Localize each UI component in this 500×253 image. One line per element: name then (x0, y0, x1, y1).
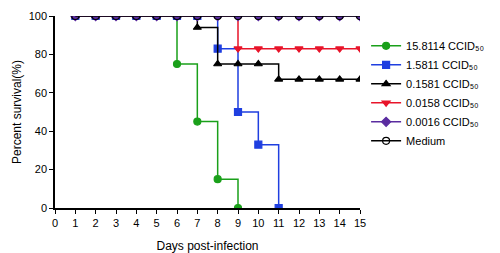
svg-text:Medium: Medium (406, 135, 445, 147)
svg-text:2: 2 (93, 217, 99, 229)
svg-text:Days post-infection: Days post-infection (156, 239, 258, 253)
svg-text:0.1581 CCID₅₀: 0.1581 CCID₅₀ (406, 78, 479, 90)
svg-text:11: 11 (273, 217, 284, 229)
svg-text:15: 15 (354, 217, 366, 229)
svg-text:3: 3 (113, 217, 119, 229)
svg-text:13: 13 (313, 217, 325, 229)
svg-text:0: 0 (41, 202, 47, 214)
svg-text:80: 80 (35, 48, 47, 60)
svg-text:4: 4 (133, 217, 139, 229)
svg-text:60: 60 (35, 87, 47, 99)
svg-text:0.0158 CCID₅₀: 0.0158 CCID₅₀ (406, 97, 479, 109)
svg-text:Percent survival(%): Percent survival(%) (10, 60, 24, 164)
svg-text:10: 10 (252, 217, 264, 229)
svg-text:15.8114 CCID₅₀: 15.8114 CCID₅₀ (406, 40, 484, 52)
svg-text:1: 1 (72, 217, 78, 229)
svg-text:6: 6 (174, 217, 180, 229)
svg-text:0.0016 CCID₅₀: 0.0016 CCID₅₀ (406, 116, 479, 128)
svg-text:40: 40 (35, 125, 47, 137)
svg-text:0: 0 (52, 217, 58, 229)
svg-text:1.5811 CCID₅₀: 1.5811 CCID₅₀ (406, 59, 478, 71)
svg-text:12: 12 (293, 217, 305, 229)
svg-text:14: 14 (334, 217, 346, 229)
svg-text:9: 9 (235, 217, 241, 229)
svg-text:100: 100 (29, 10, 47, 22)
svg-text:20: 20 (35, 163, 47, 175)
svg-text:7: 7 (194, 217, 200, 229)
svg-text:5: 5 (154, 217, 160, 229)
svg-text:8: 8 (215, 217, 221, 229)
